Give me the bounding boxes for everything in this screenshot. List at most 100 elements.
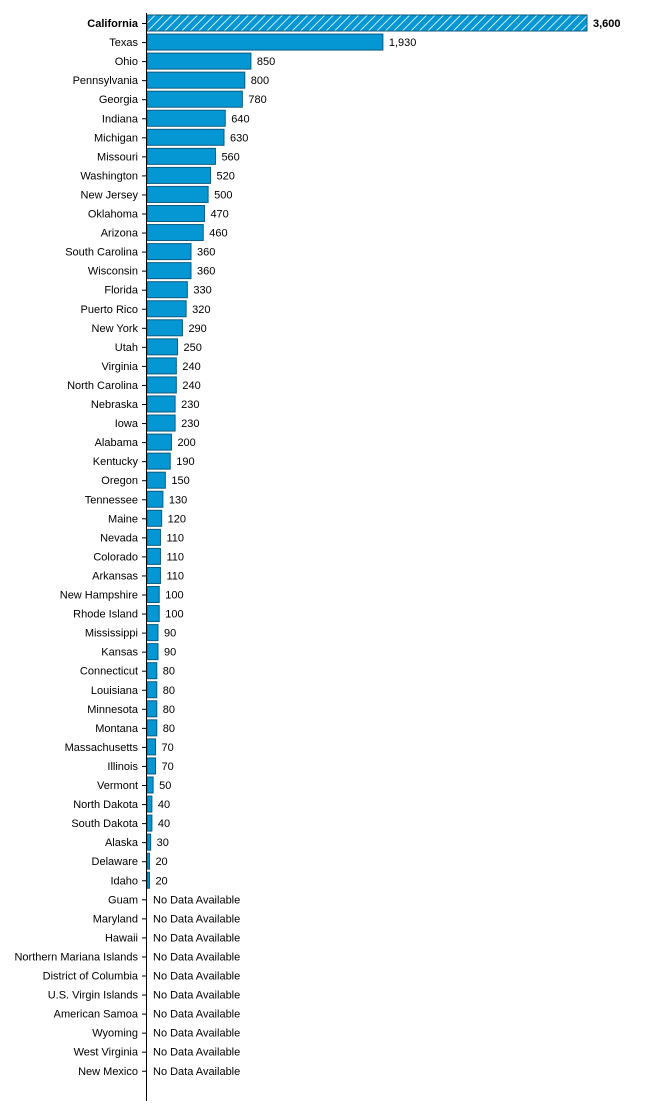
category-label: Missouri	[97, 151, 138, 163]
value-label: 80	[163, 666, 175, 678]
category-label: American Samoa	[54, 1009, 139, 1021]
category-label: Guam	[108, 894, 138, 906]
bar	[146, 643, 159, 661]
bar	[146, 243, 192, 261]
category-label: Connecticut	[80, 666, 138, 678]
category-label: Kansas	[101, 647, 138, 659]
bar	[146, 185, 209, 203]
bar	[146, 166, 212, 184]
value-label: 20	[155, 856, 167, 868]
bar	[146, 262, 192, 280]
category-label: Maine	[108, 513, 138, 525]
category-label: Virginia	[102, 361, 139, 373]
category-label: Vermont	[97, 780, 138, 792]
value-label: 240	[182, 380, 200, 392]
category-label: South Dakota	[71, 818, 139, 830]
category-label: Hawaii	[105, 932, 138, 944]
value-label: 90	[164, 647, 176, 659]
value-label: 780	[248, 94, 266, 106]
value-label: 70	[162, 742, 174, 754]
category-label: Alaska	[105, 837, 139, 849]
bar	[146, 566, 161, 584]
value-label: 320	[192, 304, 210, 316]
bar	[146, 300, 187, 318]
bar	[146, 490, 164, 508]
no-data-label: No Data Available	[153, 894, 240, 906]
category-label: Nebraska	[91, 399, 139, 411]
category-label: Florida	[104, 285, 139, 297]
category-label: Oregon	[101, 475, 138, 487]
value-label: 520	[217, 170, 235, 182]
value-label: 330	[193, 285, 211, 297]
category-label: Wisconsin	[88, 266, 138, 278]
category-label: Pennsylvania	[73, 75, 139, 87]
category-label: Utah	[115, 342, 138, 354]
category-label: Northern Mariana Islands	[14, 951, 138, 963]
category-label: Illinois	[107, 761, 138, 773]
category-label: Mississippi	[85, 628, 138, 640]
no-data-label: No Data Available	[153, 1047, 240, 1059]
value-label: 290	[188, 323, 206, 335]
value-label: 40	[158, 799, 170, 811]
category-label: Iowa	[115, 418, 139, 430]
value-label: 80	[163, 723, 175, 735]
bar	[146, 509, 163, 527]
bar	[146, 147, 216, 165]
bar	[146, 624, 159, 642]
category-label: Maryland	[93, 913, 138, 925]
category-label: Michigan	[94, 132, 138, 144]
category-label: South Carolina	[65, 247, 139, 259]
bar	[146, 605, 160, 623]
category-label: Montana	[95, 723, 139, 735]
value-label: 630	[230, 132, 248, 144]
category-label: Texas	[109, 37, 138, 49]
bar	[146, 814, 153, 832]
value-label: 3,600	[593, 18, 621, 30]
bar	[146, 128, 225, 146]
bar	[146, 757, 157, 775]
value-label: 470	[210, 209, 228, 221]
bar	[146, 681, 158, 699]
bar	[146, 738, 157, 756]
bar	[146, 586, 160, 603]
bar	[146, 776, 154, 794]
value-label: 850	[257, 56, 275, 68]
bar	[146, 414, 176, 432]
bar	[146, 338, 179, 356]
no-data-label: No Data Available	[153, 951, 240, 963]
category-label: New Hampshire	[60, 590, 138, 602]
value-label: 640	[231, 113, 249, 125]
category-label: Delaware	[92, 856, 138, 868]
category-label: Georgia	[99, 94, 139, 106]
value-label: 360	[197, 266, 215, 278]
bar	[146, 795, 153, 813]
category-label: Tennessee	[85, 494, 138, 506]
category-label: New Jersey	[81, 189, 139, 201]
bar	[146, 471, 166, 489]
category-label: Washington	[80, 170, 138, 182]
category-label: Nevada	[100, 532, 139, 544]
bar	[146, 357, 177, 375]
value-label: 70	[162, 761, 174, 773]
bar	[146, 224, 204, 242]
category-label: Indiana	[102, 113, 139, 125]
bar	[146, 33, 384, 51]
value-label: 110	[166, 570, 184, 582]
value-label: 120	[168, 513, 186, 525]
value-label: 360	[197, 247, 215, 259]
category-label: California	[87, 18, 139, 30]
category-label: North Dakota	[73, 799, 139, 811]
value-label: 110	[166, 532, 184, 544]
value-label: 560	[221, 151, 239, 163]
bar	[146, 719, 158, 737]
value-label: 50	[159, 780, 171, 792]
category-label: Wyoming	[92, 1028, 138, 1040]
no-data-label: No Data Available	[153, 932, 240, 944]
no-data-label: No Data Available	[153, 1066, 240, 1078]
no-data-label: No Data Available	[153, 1028, 240, 1040]
category-label: Louisiana	[91, 685, 139, 697]
value-label: 130	[169, 494, 187, 506]
category-label: New Mexico	[78, 1066, 138, 1078]
bar	[146, 871, 150, 889]
